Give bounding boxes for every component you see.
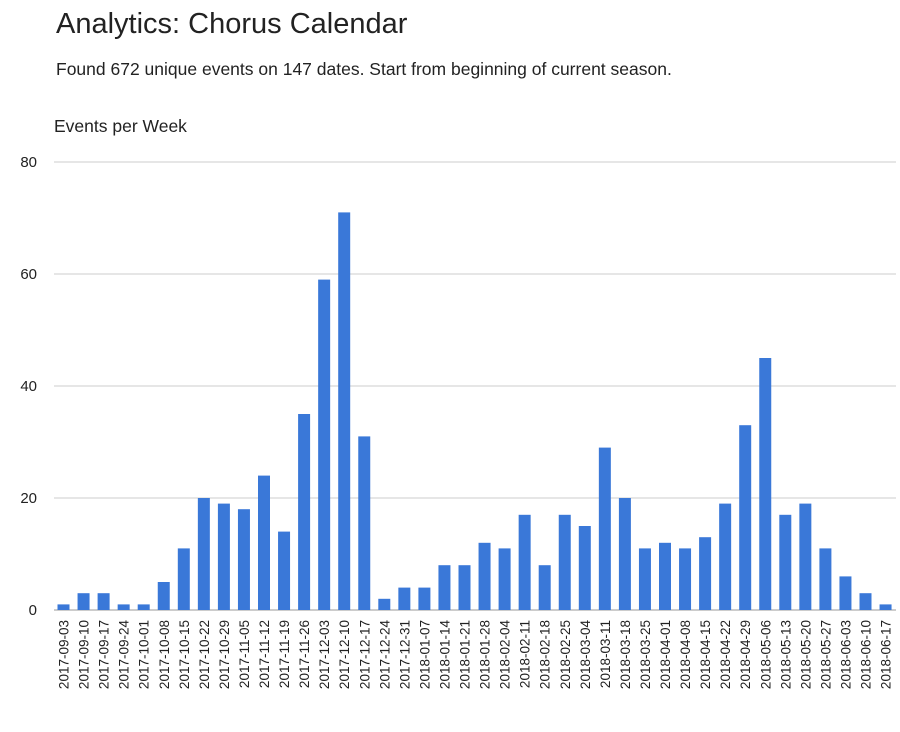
bar-2018-01-07[interactable] (418, 587, 431, 610)
bar-2018-06-17[interactable] (879, 604, 892, 610)
y-axis-ticks: 0 20 40 60 80 (20, 154, 37, 619)
bar-2018-05-13[interactable] (779, 514, 792, 610)
bar-2018-02-25[interactable] (558, 514, 571, 610)
bar-2018-06-03[interactable] (839, 576, 852, 610)
bar-2018-03-18[interactable] (618, 498, 631, 610)
bar-2017-11-19[interactable] (278, 531, 291, 610)
bar-2017-10-08[interactable] (157, 582, 170, 610)
chart-title: Events per Week (54, 116, 187, 136)
bar-2017-10-01[interactable] (137, 604, 150, 610)
x-tick-label: 2018-04-22 (718, 620, 733, 689)
x-tick-label: 2018-02-04 (498, 620, 513, 690)
bar-2018-04-01[interactable] (659, 542, 671, 610)
x-tick-label: 2018-06-03 (838, 620, 853, 689)
bar-2018-05-27[interactable] (819, 548, 832, 610)
x-tick-label: 2017-10-29 (217, 620, 232, 689)
y-tick-label: 60 (20, 266, 37, 283)
bar-2017-09-17[interactable] (97, 593, 110, 610)
bar-2018-01-21[interactable] (458, 565, 471, 610)
x-tick-label: 2018-01-14 (437, 620, 452, 690)
bar-2017-10-29[interactable] (217, 503, 230, 610)
x-tick-label: 2018-02-25 (558, 620, 573, 689)
x-tick-label: 2017-09-10 (77, 620, 92, 689)
bar-2017-11-05[interactable] (237, 509, 250, 610)
x-tick-label: 2018-03-18 (618, 620, 633, 689)
bar-2017-12-31[interactable] (398, 587, 411, 610)
bar-2017-12-03[interactable] (318, 279, 331, 610)
x-axis-ticks: 2017-09-03 2017-09-10 2017-09-17 2017-09-24… (57, 620, 894, 690)
bar-2017-09-03[interactable] (57, 604, 70, 610)
bar-2018-02-04[interactable] (498, 548, 511, 610)
bar-2017-12-24[interactable] (378, 598, 391, 610)
x-tick-label: 2017-12-17 (357, 620, 372, 689)
bar-2018-04-08[interactable] (679, 548, 692, 610)
x-tick-label: 2017-12-24 (377, 620, 392, 690)
y-tick-label: 20 (20, 490, 37, 507)
x-tick-label: 2017-11-19 (277, 620, 292, 688)
x-tick-label: 2017-10-08 (157, 620, 172, 689)
x-tick-label: 2017-11-05 (237, 620, 252, 688)
x-tick-label: 2018-03-11 (598, 620, 613, 688)
x-tick-label: 2018-03-04 (578, 620, 593, 690)
x-tick-label: 2017-11-26 (297, 620, 312, 688)
bar-2017-09-24[interactable] (117, 604, 130, 610)
bar-2018-05-20[interactable] (799, 503, 812, 610)
x-tick-label: 2017-12-03 (317, 620, 332, 689)
bar-2017-09-10[interactable] (77, 593, 90, 610)
bar-2017-12-17[interactable] (358, 436, 371, 610)
x-tick-label: 2017-12-10 (337, 620, 352, 689)
x-tick-label: 2018-04-08 (678, 620, 693, 689)
x-tick-label: 2017-12-31 (397, 620, 412, 689)
x-tick-label: 2018-05-06 (758, 620, 773, 689)
x-tick-label: 2017-10-22 (197, 620, 212, 689)
bar-2017-11-12[interactable] (258, 475, 270, 610)
bar-2017-10-22[interactable] (197, 498, 210, 610)
x-tick-label: 2017-09-17 (97, 620, 112, 689)
bar-2018-01-14[interactable] (438, 565, 451, 610)
x-tick-label: 2018-01-21 (458, 620, 473, 689)
x-tick-label: 2017-10-15 (177, 620, 192, 689)
bar-2017-10-15[interactable] (177, 548, 190, 610)
x-tick-label: 2018-03-25 (638, 620, 653, 689)
x-tick-label: 2017-10-01 (137, 620, 152, 689)
x-tick-label: 2018-05-27 (818, 620, 833, 689)
bar-2018-06-10[interactable] (859, 593, 872, 610)
x-tick-label: 2018-04-29 (738, 620, 753, 689)
x-tick-label: 2017-09-24 (117, 620, 132, 690)
bar-2018-04-29[interactable] (739, 425, 752, 610)
bar-2018-03-04[interactable] (578, 526, 591, 610)
x-tick-label: 2018-02-18 (538, 620, 553, 689)
page-subtitle: Found 672 unique events on 147 dates. St… (56, 59, 672, 79)
bar-2018-05-06[interactable] (759, 358, 772, 610)
page-title: Analytics: Chorus Calendar (56, 8, 408, 40)
chart-bars (57, 212, 892, 610)
x-tick-label: 2018-05-20 (798, 620, 813, 689)
x-tick-label: 2018-01-28 (478, 620, 493, 689)
x-tick-label: 2018-06-10 (859, 620, 874, 689)
bar-2018-04-15[interactable] (699, 537, 712, 610)
bar-2018-01-28[interactable] (478, 542, 491, 610)
bar-2018-03-11[interactable] (598, 447, 611, 610)
x-tick-label: 2018-04-01 (658, 620, 673, 689)
x-tick-label: 2018-02-11 (518, 620, 533, 688)
x-tick-label: 2018-06-17 (879, 620, 894, 689)
x-tick-label: 2018-04-15 (698, 620, 713, 689)
bar-2018-02-11[interactable] (518, 514, 531, 610)
y-tick-label: 0 (29, 602, 37, 619)
chart-gridlines (54, 161, 896, 611)
bar-2017-12-10[interactable] (338, 212, 351, 610)
x-tick-label: 2018-01-07 (417, 620, 432, 689)
bar-2017-11-26[interactable] (298, 414, 311, 610)
y-tick-label: 80 (20, 154, 37, 171)
bar-2018-03-25[interactable] (638, 548, 651, 610)
bar-2018-04-22[interactable] (719, 503, 732, 610)
x-tick-label: 2017-11-12 (257, 620, 272, 688)
x-tick-label: 2018-05-13 (778, 620, 793, 689)
y-tick-label: 40 (20, 378, 37, 395)
bar-2018-02-18[interactable] (538, 565, 551, 610)
x-tick-label: 2017-09-03 (57, 620, 72, 689)
